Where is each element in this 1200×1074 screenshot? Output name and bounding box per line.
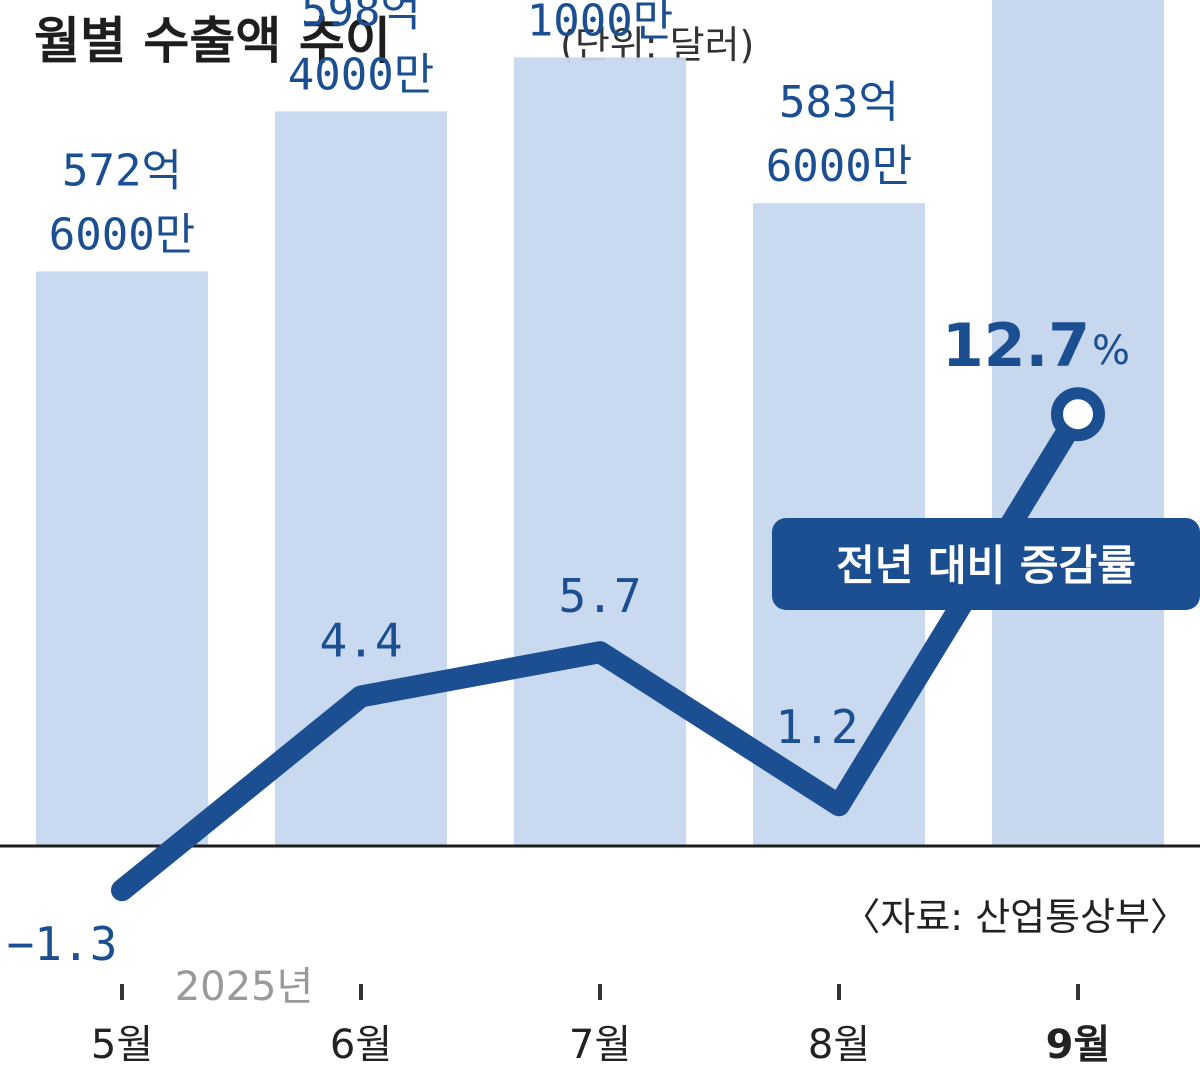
growth-rate-label: 12.7 — [942, 311, 1090, 381]
growth-rate-label: 1.2 — [775, 700, 858, 754]
bar-labels-layer: 572억6000만598억4000만607억1000만583억6000만659억… — [49, 0, 912, 260]
x-ticks-layer: 5월 6월 7월 8월 9월 — [91, 984, 1110, 1068]
growth-rate-point — [360, 695, 362, 698]
bar-value-label: 583억 — [779, 77, 899, 128]
growth-rate-point — [838, 804, 840, 807]
x-tick-label: 8월 — [808, 1022, 870, 1068]
chart-title: 월별 수출액 추이 — [34, 12, 391, 70]
growth-rate-point — [599, 651, 601, 654]
point-labels-layer: −1.3 4.4 5.7 1.2 12.7% — [7, 311, 1130, 971]
x-tick-label: 7월 — [569, 1022, 631, 1068]
growth-rate-point — [121, 889, 123, 892]
growth-rate-point — [1051, 387, 1105, 442]
bar-value-label: 6000만 — [766, 141, 912, 192]
percent-sign: % — [1092, 328, 1130, 374]
bar-value-label: 598억 — [301, 0, 421, 36]
year-label: 2025년 — [175, 964, 314, 1010]
growth-rate-label: −1.3 — [7, 917, 118, 971]
bar-value-label: 1000만 — [527, 0, 673, 46]
source-note: 〈자료: 산업통상부〉 — [842, 895, 1188, 939]
bar-2 — [275, 111, 447, 847]
bar-3 — [514, 57, 686, 846]
line-layer — [111, 387, 1105, 902]
bar-value-label: 6000만 — [49, 209, 195, 260]
series-label-badge: 전년 대비 증감률 — [772, 518, 1200, 610]
series-label-text: 전년 대비 증감률 — [836, 541, 1136, 590]
x-tick-label: 9월 — [1046, 1022, 1111, 1068]
bar-1 — [36, 271, 208, 847]
x-tick-label: 5월 — [91, 1022, 153, 1068]
bar-value-label: 4000만 — [288, 49, 434, 100]
series-label-badge-bg — [772, 518, 1200, 610]
bar-value-label: 572억 — [62, 145, 182, 196]
growth-rate-label: 4.4 — [319, 613, 402, 667]
bars-layer — [36, 0, 1164, 847]
x-tick-label: 6월 — [330, 1022, 392, 1068]
growth-rate-label: 5.7 — [558, 569, 641, 623]
